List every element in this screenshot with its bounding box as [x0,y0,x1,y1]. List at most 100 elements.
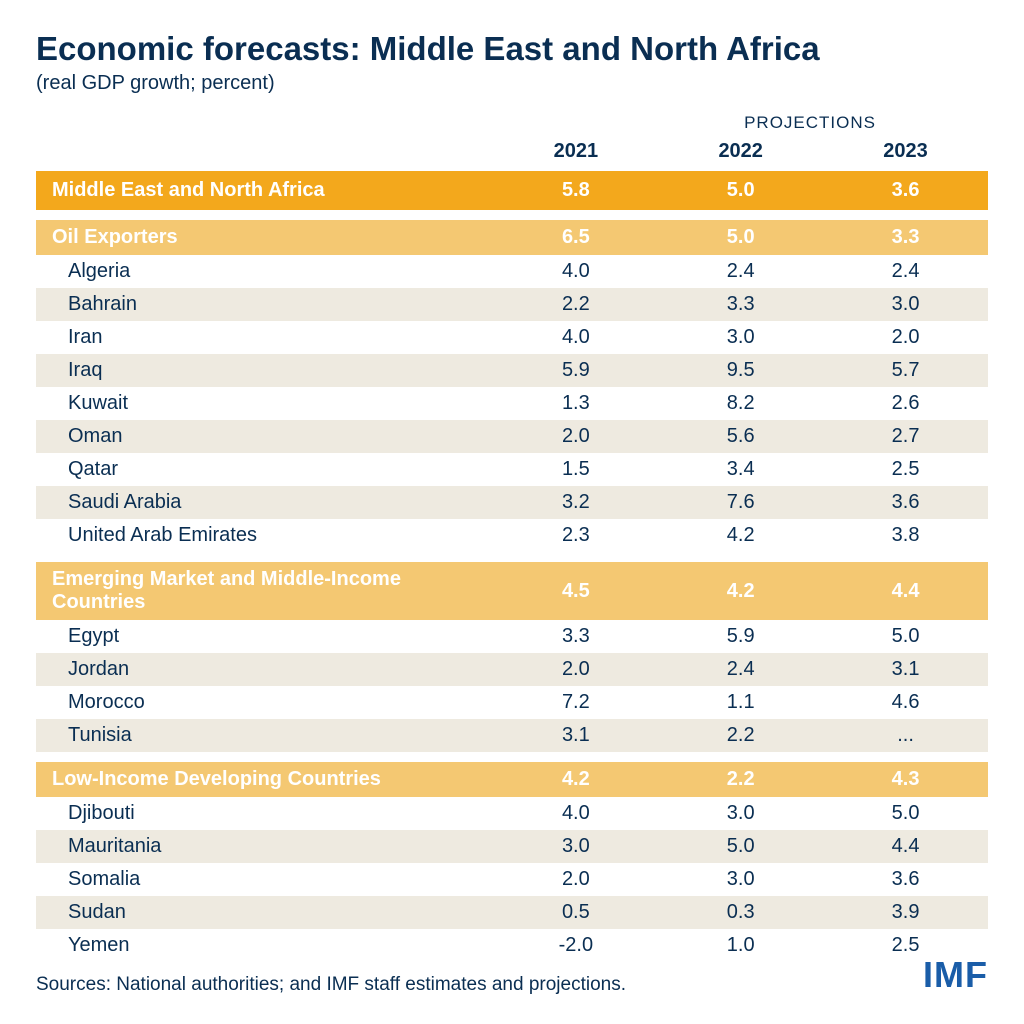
row-label: Saudi Arabia [36,486,493,519]
table-row: Oman2.05.62.7 [36,420,988,453]
table-row: Iran4.03.02.0 [36,321,988,354]
row-label: Kuwait [36,387,493,420]
row-value: 2.4 [658,255,823,288]
row-label: Mauritania [36,830,493,863]
row-value: 2.0 [823,321,988,354]
row-value: 2.2 [493,288,658,321]
col-header: 2023 [823,135,988,171]
row-label: Oman [36,420,493,453]
row-label: Low-Income Developing Countries [36,762,493,797]
table-row: Tunisia3.12.2... [36,719,988,752]
row-value: 5.7 [823,354,988,387]
row-label: Iran [36,321,493,354]
row-label: Middle East and North Africa [36,171,493,210]
row-value: 2.5 [823,453,988,486]
row-value: ... [823,719,988,752]
row-label: Egypt [36,620,493,653]
row-value: 2.0 [493,863,658,896]
projections-label: PROJECTIONS [36,113,988,133]
row-value: 1.1 [658,686,823,719]
table-row: Sudan0.50.33.9 [36,896,988,929]
source-text: Sources: National authorities; and IMF s… [36,974,626,996]
row-value: 6.5 [493,220,658,255]
row-value: 5.8 [493,171,658,210]
row-value: 5.0 [823,620,988,653]
row-value: 3.3 [658,288,823,321]
row-value: 5.0 [823,797,988,830]
table-row: Somalia2.03.03.6 [36,863,988,896]
row-value: 3.6 [823,863,988,896]
row-label: Sudan [36,896,493,929]
row-value: 3.8 [823,519,988,552]
table-row: Bahrain2.23.33.0 [36,288,988,321]
row-value: 2.2 [658,762,823,797]
row-value: 4.3 [823,762,988,797]
forecast-table: 2021 2022 2023 Middle East and North Afr… [36,135,988,972]
table-row: Algeria4.02.42.4 [36,255,988,288]
col-header: 2021 [493,135,658,171]
row-value: 3.0 [658,321,823,354]
row-value: 7.6 [658,486,823,519]
table-row: Kuwait1.38.22.6 [36,387,988,420]
row-value: 2.4 [823,255,988,288]
table-row: Mauritania3.05.04.4 [36,830,988,863]
row-value: 3.4 [658,453,823,486]
row-value: 2.4 [658,653,823,686]
table-row: United Arab Emirates2.34.23.8 [36,519,988,552]
table-row: Djibouti4.03.05.0 [36,797,988,830]
row-value: 5.6 [658,420,823,453]
row-label: Bahrain [36,288,493,321]
row-value: 4.6 [823,686,988,719]
row-value: 2.6 [823,387,988,420]
row-value: 2.3 [493,519,658,552]
row-value: 0.3 [658,896,823,929]
row-label: Somalia [36,863,493,896]
row-label: Algeria [36,255,493,288]
row-value: 3.0 [493,830,658,863]
row-value: 5.0 [658,220,823,255]
table-row: Morocco7.21.14.6 [36,686,988,719]
group-row: Emerging Market and Middle-Income Countr… [36,562,988,620]
row-value: 3.1 [823,653,988,686]
row-value: 2.2 [658,719,823,752]
row-label: Qatar [36,453,493,486]
row-label: Morocco [36,686,493,719]
table-row: Saudi Arabia3.27.63.6 [36,486,988,519]
group-row: Oil Exporters6.55.03.3 [36,220,988,255]
row-value: 3.3 [493,620,658,653]
row-value: 4.0 [493,255,658,288]
row-value: 2.0 [493,420,658,453]
table-row: Jordan2.02.43.1 [36,653,988,686]
row-label: Djibouti [36,797,493,830]
group-row: Middle East and North Africa5.85.03.6 [36,171,988,210]
row-value: 9.5 [658,354,823,387]
row-value: 5.9 [658,620,823,653]
row-value: 1.3 [493,387,658,420]
row-label: Emerging Market and Middle-Income Countr… [36,562,493,620]
table-row: Iraq5.99.55.7 [36,354,988,387]
table-row: Qatar1.53.42.5 [36,453,988,486]
spacer-row [36,210,988,220]
row-value: 3.1 [493,719,658,752]
spacer-row [36,752,988,762]
table-row: Egypt3.35.95.0 [36,620,988,653]
row-label: Jordan [36,653,493,686]
row-value: 3.2 [493,486,658,519]
row-label: Oil Exporters [36,220,493,255]
row-value: 4.4 [823,830,988,863]
row-value: 4.2 [493,762,658,797]
row-value: 4.0 [493,321,658,354]
row-value: 5.9 [493,354,658,387]
row-value: 4.0 [493,797,658,830]
page-title: Economic forecasts: Middle East and Nort… [36,30,988,68]
row-value: 3.0 [823,288,988,321]
row-value: 7.2 [493,686,658,719]
row-value: 3.0 [658,797,823,830]
row-value: 3.0 [658,863,823,896]
row-value: 3.3 [823,220,988,255]
row-value: 3.6 [823,486,988,519]
page-subtitle: (real GDP growth; percent) [36,72,988,95]
row-value: 4.2 [658,562,823,620]
row-value: 5.0 [658,830,823,863]
row-value: 5.0 [658,171,823,210]
